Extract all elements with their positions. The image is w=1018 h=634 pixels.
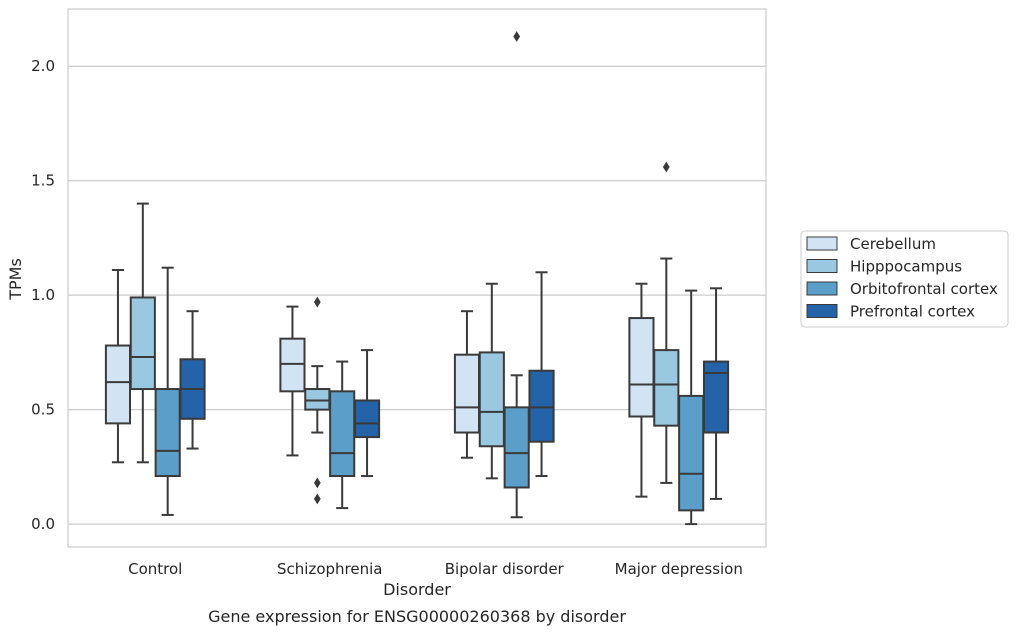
outlier-point [662, 161, 670, 173]
legend-swatch [806, 236, 838, 251]
legend-swatch [806, 259, 838, 273]
box-0-0 [104, 268, 132, 464]
box-iqr [628, 317, 655, 418]
x-tick-labels: Control Schizophrenia Bipolar disorder Majo… [128, 560, 743, 578]
box-2-1 [329, 360, 356, 510]
box-0-1 [279, 305, 306, 457]
y-tick-label: 0.5 [31, 401, 55, 419]
legend-swatch [806, 304, 838, 318]
x-tick-label: Bipolar disorder [445, 560, 565, 578]
outlier-point [313, 477, 321, 489]
box-1-2 [478, 282, 505, 480]
box-2-0 [154, 266, 181, 516]
y-tick-label: 1.0 [31, 286, 55, 304]
outlier-point [313, 296, 321, 308]
box-3-0 [179, 310, 206, 450]
legend-swatch [806, 281, 838, 296]
outlier-point [513, 31, 521, 42]
box-groups [104, 31, 730, 526]
x-tick-label: Control [128, 560, 182, 578]
x-tick-label: Schizophrenia [277, 560, 382, 578]
y-tick-label: 1.5 [31, 172, 55, 190]
box-iqr [453, 353, 481, 434]
box-1-1 [304, 296, 331, 505]
y-axis-label: TPMs [6, 258, 25, 301]
box-iqr [154, 388, 181, 478]
box-iqr [129, 296, 156, 391]
box-3-2 [528, 271, 555, 478]
box-iqr [304, 388, 331, 411]
y-tick-labels: 0.0 0.5 1.0 1.5 2.0 [31, 57, 55, 533]
box-3-1 [353, 349, 381, 478]
y-tick-label: 0.0 [31, 515, 55, 533]
plot-frame [67, 8, 767, 548]
box-iqr [653, 349, 680, 427]
box-0-3 [628, 282, 655, 498]
box-1-0 [129, 202, 156, 464]
legend-label: Orbitofrontal cortex [850, 280, 998, 298]
y-tick-label: 2.0 [31, 57, 55, 75]
box-2-2 [503, 31, 530, 519]
box-iqr [279, 337, 306, 393]
legend: Cerebellum Hipppocampus Orbitofrontal cort… [800, 230, 1009, 328]
box-0-2 [453, 310, 481, 459]
legend-frame [800, 230, 1009, 328]
box-iqr [104, 344, 132, 425]
legend-label: Cerebellum [850, 235, 936, 253]
box-iqr [329, 390, 356, 478]
box-3-3 [702, 287, 730, 500]
x-tick-label: Major depression [615, 560, 743, 578]
x-axis-label: Disorder [383, 580, 451, 599]
outlier-point [313, 493, 321, 505]
box-2-3 [678, 289, 705, 526]
chart-caption: Gene expression for ENSG00000260368 by d… [208, 607, 626, 626]
legend-label: Prefrontal cortex [850, 303, 975, 321]
box-1-3 [653, 161, 680, 484]
box-iqr [478, 351, 505, 448]
box-iqr [353, 399, 381, 439]
legend-label: Hipppocampus [850, 258, 962, 276]
box-iqr [678, 394, 705, 512]
box-iqr [528, 369, 555, 443]
box-iqr [503, 406, 530, 489]
